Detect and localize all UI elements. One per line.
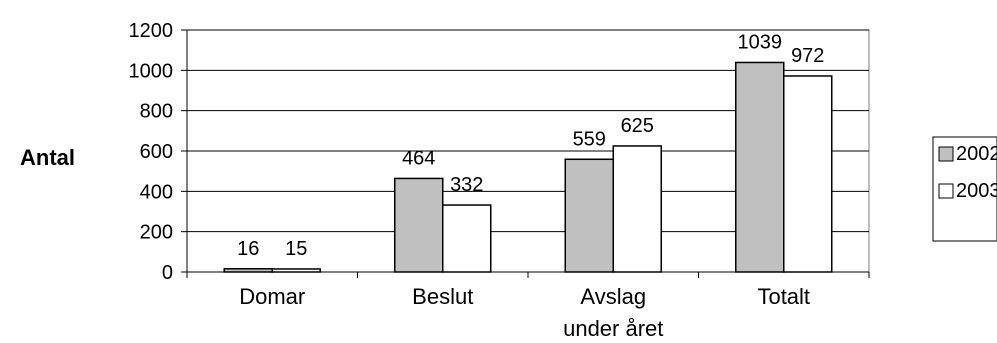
data-label: 1039: [738, 31, 783, 53]
y-axis-label: Antal: [20, 145, 75, 170]
legend: 2002 2003: [932, 136, 997, 242]
x-tick-label: Totalt: [757, 284, 810, 309]
y-tick-labels: 0 200 400 600 800 1000 1200: [129, 20, 174, 284]
data-label: 332: [450, 174, 483, 196]
x-tick-labels: Domar Beslut Avslag under året Totalt: [239, 284, 810, 341]
data-label: 972: [791, 45, 824, 67]
y-tick-label: 1200: [129, 20, 174, 42]
x-tick-label: under året: [563, 316, 663, 341]
bar-2003-1: [442, 204, 492, 273]
legend-label-2003: 2003: [956, 180, 997, 202]
y-tick-label: 600: [140, 141, 173, 163]
legend-swatch-2003: [938, 183, 954, 199]
x-tick-label: Beslut: [412, 284, 473, 309]
y-tick-label: 200: [140, 222, 173, 244]
data-label: 15: [285, 238, 307, 260]
data-label: 625: [621, 115, 654, 137]
bar-2002-1: [394, 177, 444, 273]
y-tick-label: 1000: [129, 60, 174, 82]
bars: [223, 61, 833, 273]
y-tick-label: 800: [140, 101, 173, 123]
legend-label-2002: 2002: [956, 143, 997, 165]
axes: [181, 29, 870, 278]
data-label: 559: [573, 128, 606, 150]
y-tick-label: 400: [140, 181, 173, 203]
x-tick-label: Avslag: [580, 284, 646, 309]
data-label: 16: [237, 238, 259, 260]
data-label: 464: [402, 147, 435, 169]
bar-2002-2: [564, 158, 614, 273]
y-tick-label: 0: [162, 262, 173, 284]
legend-swatch-2002: [938, 146, 954, 162]
bar-2002-3: [735, 61, 785, 273]
x-tick-label: Domar: [239, 284, 305, 309]
bar-2003-3: [783, 75, 833, 273]
bar-2003-2: [612, 145, 662, 273]
data-labels: 16 15 464 332 559 625 1039 972: [237, 31, 824, 260]
